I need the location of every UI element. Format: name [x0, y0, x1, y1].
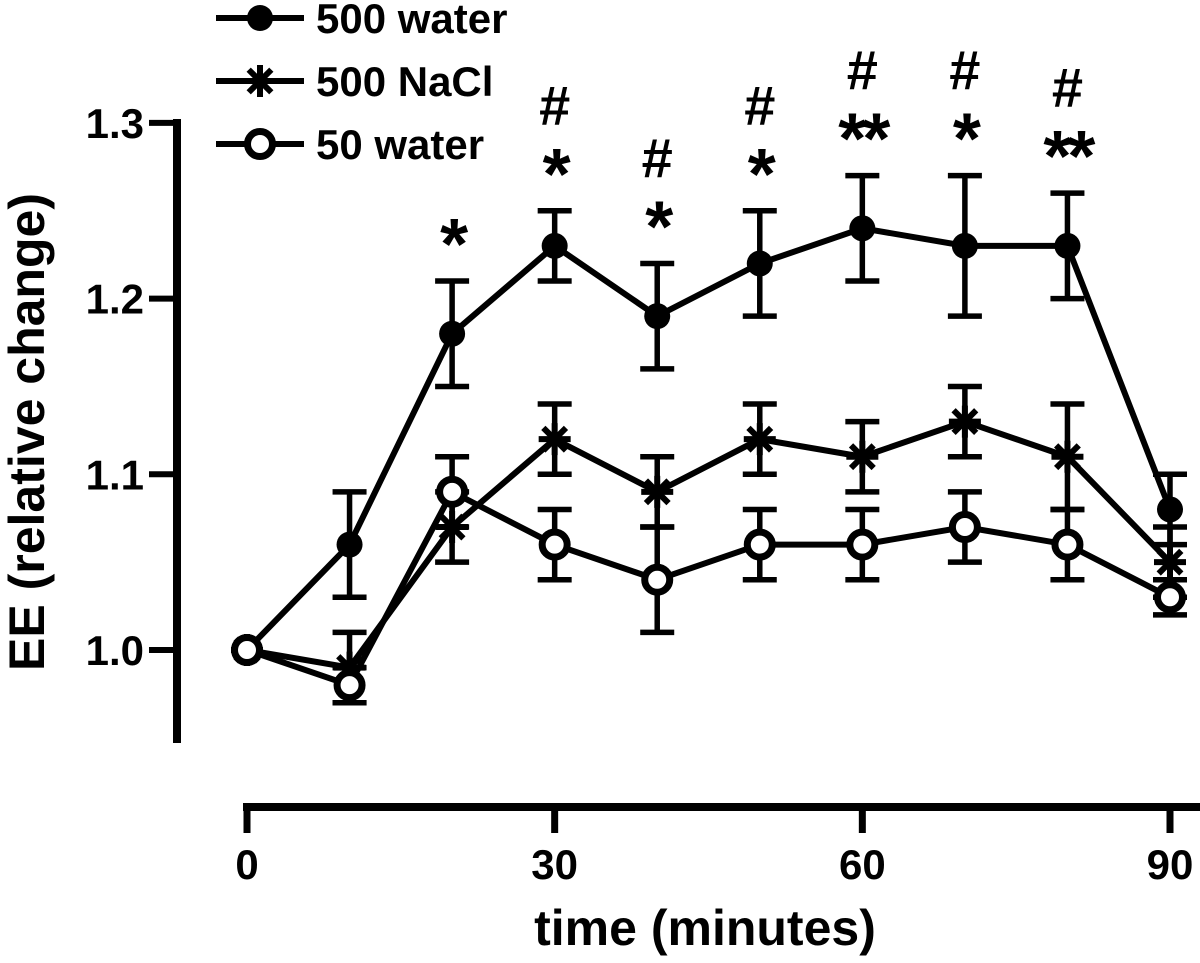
data-point-marker: [743, 528, 776, 561]
data-point-marker: [1157, 496, 1183, 523]
data-point-marker: [846, 528, 879, 561]
data-point-marker: [743, 423, 776, 456]
legend-marker: [244, 128, 276, 160]
asterisk-arm: [746, 425, 774, 453]
asterisk-arm: [951, 408, 979, 436]
significance-annotation: #: [642, 126, 673, 189]
x-tick-label: 30: [531, 841, 578, 888]
data-point-marker: [538, 528, 571, 561]
data-point-marker: [641, 563, 674, 596]
series-line: [246, 487, 1172, 689]
data-point-marker: [746, 250, 773, 277]
significance-annotation: *: [645, 187, 673, 267]
significance-annotation: #: [1052, 56, 1083, 119]
series-50-water: [231, 453, 1187, 706]
legend-marker: [247, 5, 273, 31]
legend-label: 500 water: [316, 0, 507, 42]
asterisk-arm: [1156, 548, 1184, 576]
data-point-marker: [333, 669, 366, 702]
y-tick-label: 1.1: [86, 451, 144, 498]
data-point-marker: [336, 531, 363, 558]
asterisk-arm: [848, 443, 876, 471]
series-line: [244, 225, 1173, 653]
data-point-marker: [641, 475, 674, 508]
legend-label: 500 NaCl: [316, 58, 493, 105]
significance-annotation: **: [838, 100, 890, 180]
data-point-marker: [541, 232, 568, 259]
data-point-marker: [439, 320, 466, 347]
data-point-marker: [1054, 232, 1081, 259]
y-axis-title: EE (relative change): [0, 193, 55, 671]
x-axis-title: time (minutes): [534, 900, 876, 956]
data-point-marker: [951, 232, 978, 259]
data-point-marker: [846, 440, 879, 473]
x-tick-label: 60: [839, 841, 886, 888]
significance-annotation: #: [744, 74, 775, 137]
data-point-marker: [948, 511, 981, 544]
data-point-marker: [948, 405, 981, 438]
data-point-marker: [1154, 546, 1186, 579]
asterisk-arm: [541, 425, 569, 453]
significance-annotation: #: [539, 74, 570, 137]
y-tick-label: 1.3: [86, 100, 144, 147]
series-line: [246, 418, 1173, 671]
data-point-marker: [231, 634, 263, 666]
data-point-marker: [436, 475, 469, 508]
significance-annotation: *: [748, 135, 776, 215]
legend-item: 500 NaCl: [216, 58, 493, 105]
significance-annotation: *: [440, 205, 468, 285]
data-point-marker: [644, 303, 671, 330]
significance-annotation: *: [953, 100, 981, 180]
significance-annotation: #: [949, 39, 980, 102]
legend-marker: [244, 65, 276, 97]
series-500-water: [234, 172, 1187, 663]
significance-annotation: *: [543, 135, 571, 215]
x-tick-label: 0: [235, 841, 258, 888]
data-point-marker: [1051, 440, 1084, 473]
legend: 500 water 500 NaCl 50 water: [216, 0, 507, 168]
data-point-marker: [1154, 581, 1186, 614]
legend-item: 50 water: [216, 121, 484, 168]
significance-annotation: #: [847, 39, 878, 102]
asterisk-arm: [246, 67, 274, 95]
y-tick-label: 1.2: [86, 276, 144, 323]
series-500-nacl: [231, 383, 1187, 706]
legend-item: 500 water: [216, 0, 507, 42]
legend-label: 50 water: [316, 121, 484, 168]
axes: 1.0 1.1 1.2 1.3 0 30 60 90: [86, 100, 1200, 888]
y-tick-label: 1.0: [86, 627, 144, 674]
plot-series: [231, 172, 1187, 706]
asterisk-arm: [643, 478, 671, 506]
x-tick-label: 90: [1147, 841, 1194, 888]
asterisk-arm: [1054, 443, 1081, 471]
data-point-marker: [538, 423, 571, 456]
data-point-marker: [849, 215, 876, 242]
data-point-marker: [1051, 528, 1084, 561]
significance-annotation: **: [1043, 117, 1095, 197]
